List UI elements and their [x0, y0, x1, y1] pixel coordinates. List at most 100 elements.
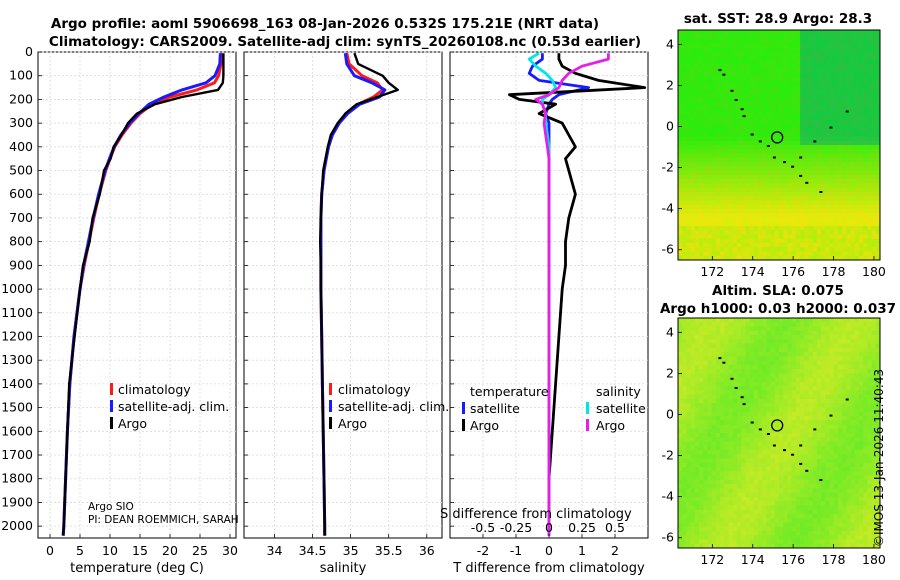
y-tick-label: 1400: [1, 376, 33, 391]
heatmap-cell: [837, 424, 843, 430]
heatmap-cell: [745, 501, 750, 506]
heatmap-cell: [678, 373, 683, 379]
heatmap-cell: [686, 373, 692, 379]
heatmap-cell: [774, 411, 780, 417]
island-mark: [845, 110, 849, 113]
heatmap-cell: [875, 170, 880, 176]
heatmap-cell: [858, 441, 864, 447]
heatmap-cell: [833, 433, 839, 438]
heatmap-cell: [732, 394, 738, 400]
heatmap-cell: [703, 488, 708, 494]
heatmap-cell: [783, 386, 788, 391]
heatmap-cell: [795, 411, 801, 417]
heatmap-cell: [774, 356, 780, 361]
heatmap-cell: [720, 106, 725, 112]
heatmap-cell: [686, 377, 692, 383]
heatmap-cell: [749, 110, 755, 116]
heatmap-cell: [741, 462, 746, 468]
heatmap-cell: [787, 488, 793, 494]
heatmap-cell: [762, 106, 767, 112]
heatmap-cell: [795, 55, 801, 61]
heatmap-cell: [678, 347, 683, 353]
heatmap-cell: [867, 89, 872, 95]
heatmap-cell: [858, 102, 864, 108]
heatmap-cell: [736, 450, 742, 455]
heatmap-cell: [757, 221, 763, 227]
heatmap-cell: [863, 225, 868, 231]
heatmap-cell: [720, 479, 725, 485]
heatmap-cell: [720, 458, 725, 464]
heatmap-cell: [829, 428, 835, 434]
heatmap-cell: [821, 179, 826, 184]
heatmap-cell: [749, 330, 755, 336]
heatmap-cell: [690, 360, 696, 366]
heatmap-cell: [745, 42, 750, 48]
heatmap-cell: [829, 411, 835, 417]
heatmap-cell: [833, 81, 839, 86]
x-tick-label: -2: [477, 543, 489, 558]
heatmap-cell: [821, 196, 826, 201]
heatmap-cell: [732, 458, 738, 464]
heatmap-cell: [753, 234, 759, 240]
heatmap-cell: [720, 335, 725, 340]
heatmap-cell: [854, 339, 860, 344]
heatmap-cell: [858, 352, 864, 357]
heatmap-cell: [795, 230, 801, 235]
heatmap-cell: [757, 183, 763, 188]
heatmap-cell: [724, 136, 729, 142]
heatmap-cell: [816, 81, 822, 86]
heatmap-cell: [757, 234, 763, 240]
heatmap-cell: [850, 458, 856, 464]
heatmap-cell: [858, 360, 864, 366]
heatmap-cell: [678, 183, 683, 188]
heatmap-cell: [745, 386, 750, 391]
heatmap-cell: [711, 484, 717, 489]
heatmap-cell: [724, 343, 729, 349]
heatmap-cell: [686, 132, 692, 137]
heatmap-cell: [833, 51, 839, 56]
heatmap-cell: [715, 191, 721, 197]
heatmap-cell: [757, 347, 763, 353]
heatmap-cell: [741, 373, 746, 379]
heatmap-cell: [783, 318, 788, 323]
heatmap-cell: [720, 30, 725, 35]
heatmap-cell: [770, 51, 776, 56]
heatmap-cell: [749, 326, 755, 332]
heatmap-cell: [736, 51, 742, 56]
heatmap-cell: [724, 200, 729, 206]
heatmap-cell: [804, 166, 809, 171]
heatmap-cell: [875, 42, 880, 48]
heatmap-cell: [858, 322, 864, 327]
heatmap-cell: [720, 330, 725, 336]
heatmap-cell: [757, 501, 763, 506]
heatmap-cell: [842, 98, 847, 103]
heatmap-cell: [800, 76, 805, 82]
heatmap-cell: [816, 369, 822, 374]
heatmap-cell: [720, 123, 725, 129]
heatmap-cell: [842, 72, 847, 78]
heatmap-cell: [821, 191, 826, 197]
heatmap-cell: [783, 119, 788, 125]
heatmap-cell: [783, 420, 788, 425]
heatmap-cell: [863, 433, 868, 438]
heatmap-cell: [867, 433, 872, 438]
heatmap-cell: [800, 330, 805, 336]
heatmap-cell: [707, 30, 713, 35]
heatmap-cell: [699, 191, 704, 197]
heatmap-cell: [837, 55, 843, 61]
heatmap-cell: [690, 191, 696, 197]
heatmap-cell: [787, 364, 793, 370]
heatmap-cell: [863, 255, 868, 260]
heatmap-cell: [875, 196, 880, 201]
heatmap-cell: [736, 115, 742, 120]
heatmap-cell: [749, 339, 755, 344]
heatmap-cell: [724, 369, 729, 374]
heatmap-cell: [678, 343, 683, 349]
heatmap-cell: [699, 225, 704, 231]
heatmap-cell: [871, 347, 877, 353]
heatmap-cell: [707, 398, 713, 404]
heatmap-cell: [678, 462, 683, 468]
heatmap-cell: [850, 433, 856, 438]
heatmap-cell: [854, 187, 860, 193]
heatmap-cell: [816, 93, 822, 99]
